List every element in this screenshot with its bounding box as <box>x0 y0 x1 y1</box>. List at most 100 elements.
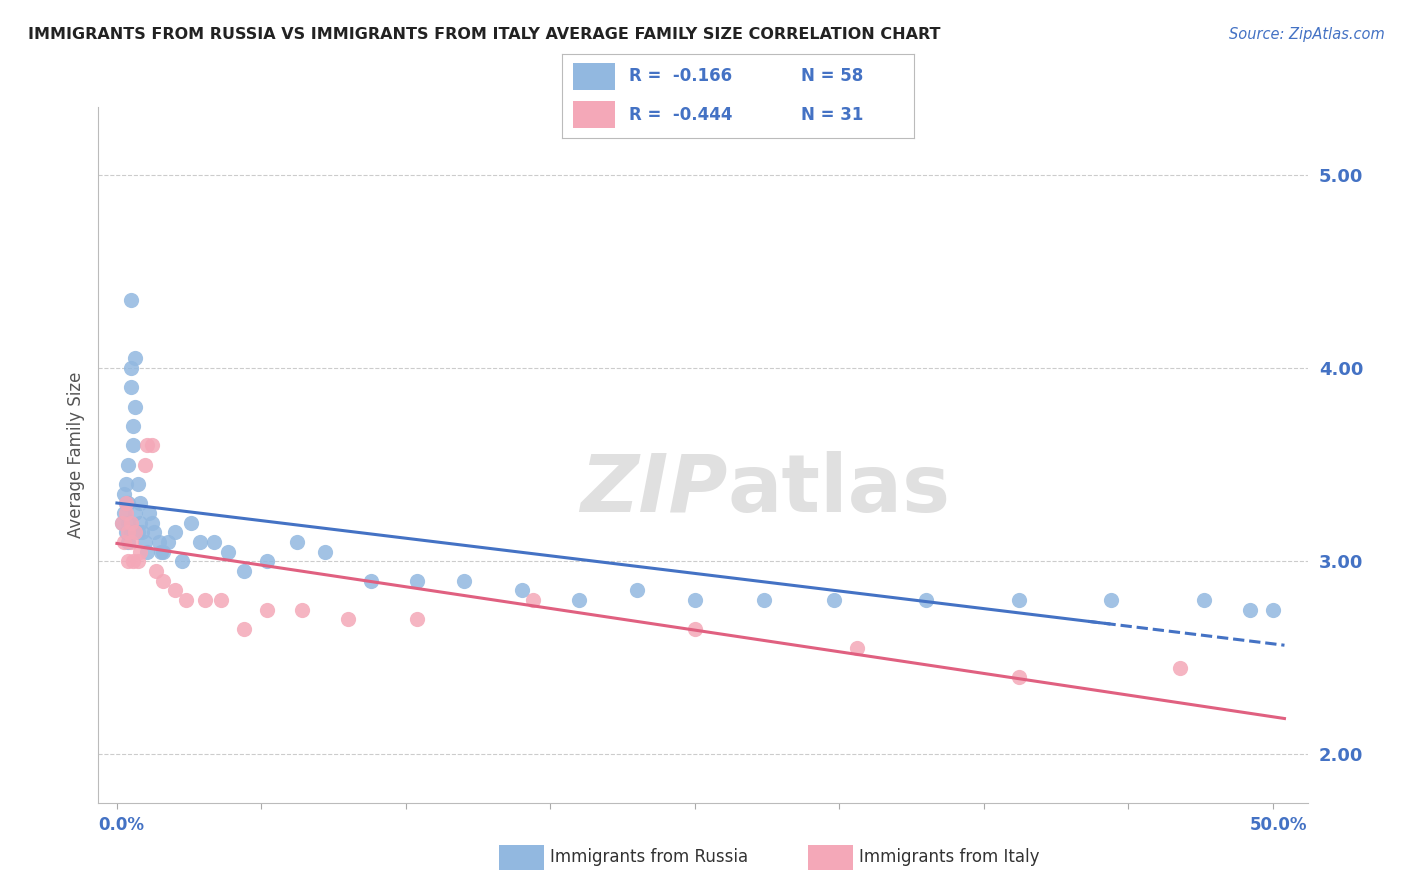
Point <box>233 622 256 636</box>
Text: 50.0%: 50.0% <box>1250 816 1308 834</box>
Point <box>233 564 256 578</box>
Point <box>115 496 138 510</box>
Text: R =  -0.166: R = -0.166 <box>630 68 733 86</box>
Point <box>194 593 217 607</box>
Point <box>112 534 135 549</box>
Point <box>110 516 132 530</box>
Point <box>1099 593 1122 607</box>
Point <box>134 534 156 549</box>
Point <box>136 544 159 558</box>
Point <box>170 554 193 568</box>
Point <box>337 612 360 626</box>
Point <box>823 593 845 607</box>
Point <box>124 400 146 414</box>
Point <box>110 516 132 530</box>
Point <box>510 583 533 598</box>
Point <box>120 525 142 540</box>
Point <box>453 574 475 588</box>
Point <box>626 583 648 598</box>
Text: atlas: atlas <box>727 450 950 529</box>
Point <box>120 380 142 394</box>
Point <box>120 361 142 376</box>
Point <box>174 593 197 607</box>
Point <box>314 544 336 558</box>
Point <box>112 486 135 500</box>
Point <box>202 534 225 549</box>
Point <box>115 476 138 491</box>
Point <box>683 622 706 636</box>
Point <box>1170 660 1192 674</box>
Point <box>291 602 314 616</box>
Point <box>141 438 163 452</box>
Point <box>117 496 139 510</box>
Point <box>129 544 152 558</box>
Point <box>122 438 145 452</box>
Point <box>127 554 149 568</box>
Point <box>845 641 868 656</box>
Point <box>142 525 165 540</box>
Point <box>163 525 186 540</box>
Text: Source: ZipAtlas.com: Source: ZipAtlas.com <box>1229 27 1385 42</box>
Point <box>120 534 142 549</box>
Point <box>1007 670 1029 684</box>
Text: N = 58: N = 58 <box>801 68 863 86</box>
Point <box>156 534 179 549</box>
Point <box>754 593 776 607</box>
Point <box>131 525 153 540</box>
Point <box>406 574 429 588</box>
Point <box>1239 602 1261 616</box>
Point <box>117 554 139 568</box>
Point <box>683 593 706 607</box>
Point <box>117 534 139 549</box>
Point <box>152 574 174 588</box>
Text: Immigrants from Russia: Immigrants from Russia <box>550 848 748 866</box>
Point <box>1261 602 1284 616</box>
Point <box>129 516 152 530</box>
Point <box>188 534 211 549</box>
Point <box>148 534 170 549</box>
Text: 0.0%: 0.0% <box>98 816 145 834</box>
Point <box>406 612 429 626</box>
Point <box>129 496 152 510</box>
Point <box>1192 593 1215 607</box>
Text: ZIP: ZIP <box>579 450 727 529</box>
Bar <box>574 62 614 90</box>
Bar <box>574 101 614 128</box>
Point <box>256 602 278 616</box>
Text: IMMIGRANTS FROM RUSSIA VS IMMIGRANTS FROM ITALY AVERAGE FAMILY SIZE CORRELATION : IMMIGRANTS FROM RUSSIA VS IMMIGRANTS FRO… <box>28 27 941 42</box>
Point <box>127 476 149 491</box>
Point <box>115 525 138 540</box>
Point <box>256 554 278 568</box>
Point <box>568 593 591 607</box>
Point <box>117 516 139 530</box>
Point <box>360 574 382 588</box>
Point <box>120 293 142 308</box>
Point <box>163 583 186 598</box>
Point <box>149 544 172 558</box>
Point <box>522 593 544 607</box>
Point <box>145 564 167 578</box>
Text: R =  -0.444: R = -0.444 <box>630 105 733 123</box>
Point <box>152 544 174 558</box>
Point <box>138 506 160 520</box>
Point <box>115 506 138 520</box>
Point <box>122 554 145 568</box>
Point <box>136 438 159 452</box>
Point <box>915 593 938 607</box>
Point <box>117 525 139 540</box>
Point <box>141 516 163 530</box>
Point <box>115 496 138 510</box>
Point <box>117 458 139 472</box>
Point <box>124 506 146 520</box>
Point <box>1007 593 1029 607</box>
Point <box>112 506 135 520</box>
Point <box>124 351 146 366</box>
Point <box>217 544 239 558</box>
Point <box>127 525 149 540</box>
Point <box>120 516 142 530</box>
Point <box>124 525 146 540</box>
Point <box>134 458 156 472</box>
Text: N = 31: N = 31 <box>801 105 863 123</box>
Text: Immigrants from Italy: Immigrants from Italy <box>859 848 1039 866</box>
Point <box>209 593 232 607</box>
